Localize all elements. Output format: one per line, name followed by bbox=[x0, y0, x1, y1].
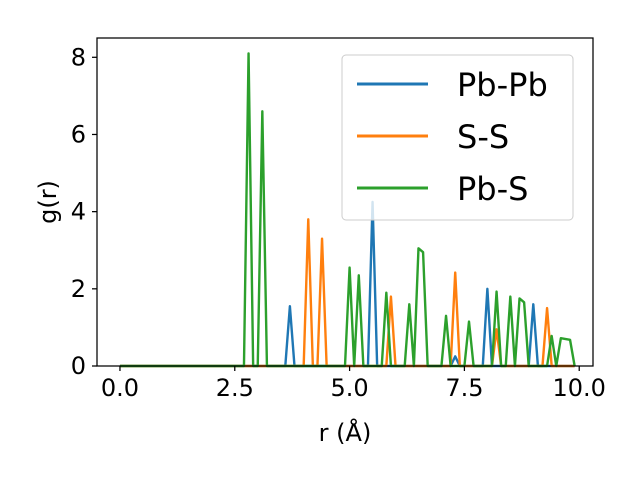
x-tick-label: 7.5 bbox=[445, 374, 483, 402]
x-axis-label: r (Å) bbox=[319, 418, 372, 447]
series-line-pb-pb bbox=[119, 200, 575, 368]
y-tick-label: 4 bbox=[71, 198, 86, 226]
x-tick-label: 10.0 bbox=[553, 374, 606, 402]
x-tick-label: 2.5 bbox=[216, 374, 254, 402]
x-tick-label: 5.0 bbox=[331, 374, 369, 402]
plot-frame bbox=[96, 37, 594, 367]
y-tick-label: 0 bbox=[71, 352, 86, 380]
legend-box bbox=[341, 54, 574, 221]
y-axis: 0 2 4 6 8 bbox=[71, 43, 97, 380]
y-axis-label: g(r) bbox=[34, 180, 62, 224]
y-tick-label: 8 bbox=[71, 43, 86, 71]
legend-label: Pb-Pb bbox=[457, 66, 548, 104]
legend-label: Pb-S bbox=[457, 170, 528, 208]
x-axis: 0.0 2.5 5.0 7.5 10.0 bbox=[101, 366, 606, 402]
legend-label: S-S bbox=[457, 118, 509, 156]
y-tick-label: 6 bbox=[71, 120, 86, 148]
x-tick-label: 0.0 bbox=[101, 374, 139, 402]
legend: Pb-Pb S-S Pb-S bbox=[341, 54, 574, 221]
y-tick-label: 2 bbox=[71, 275, 86, 303]
